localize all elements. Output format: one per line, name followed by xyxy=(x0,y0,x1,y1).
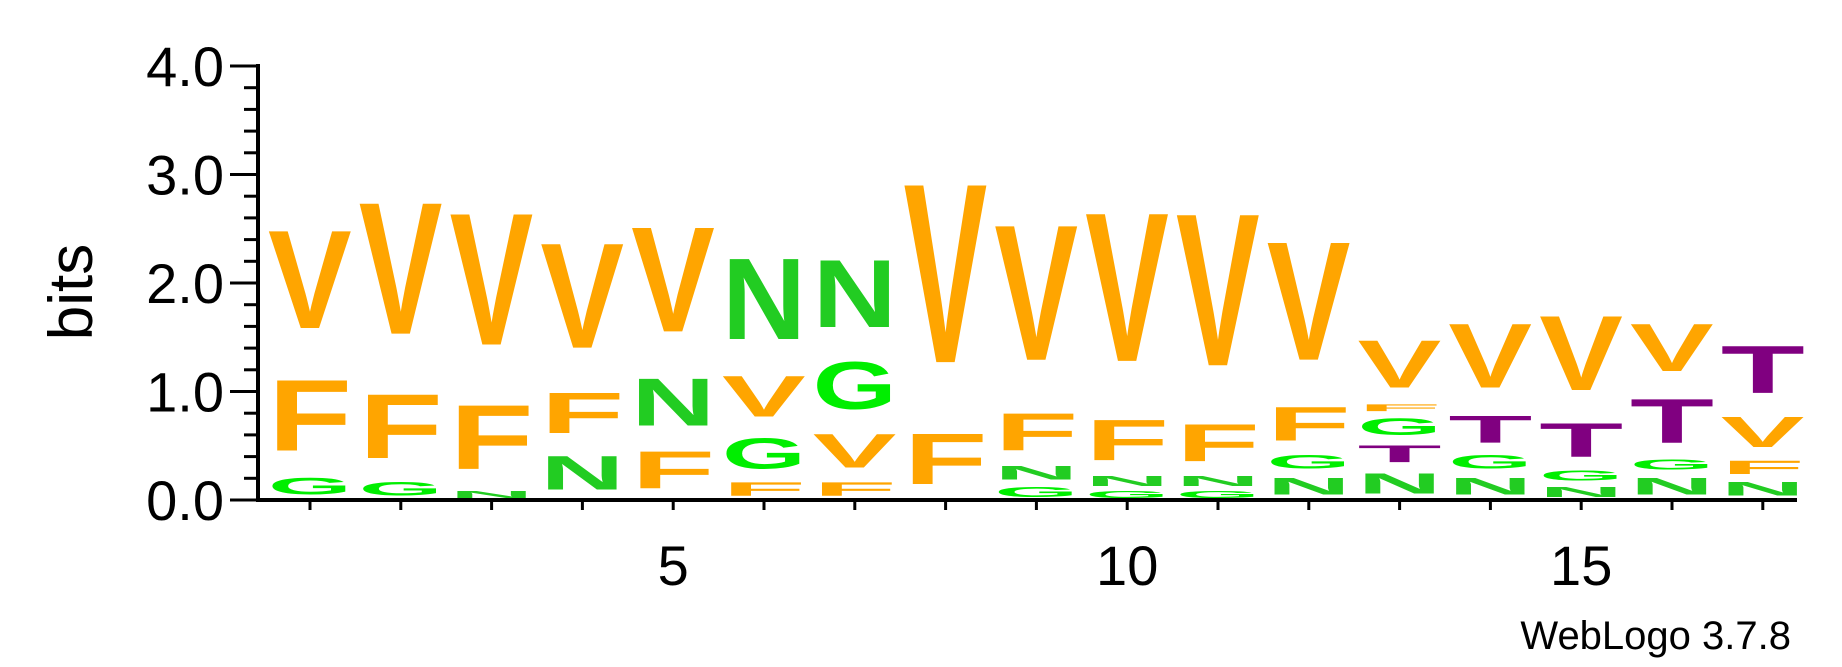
logo-letter-G-pos-9: G xyxy=(994,484,1078,500)
logo-letter-G-pos-12: G xyxy=(1267,451,1351,472)
logo-letter-N-pos-14: N xyxy=(1448,473,1532,500)
logo-letter-G-pos-16: G xyxy=(1630,457,1714,473)
logo-letter-V-pos-4: V xyxy=(540,213,624,380)
logo-letter-V-pos-11: V xyxy=(1176,168,1260,412)
logo-stacks: GFVGFVNFVNFVFNVFGVNFVGNFVGNFVGNFVGNFVNGF… xyxy=(268,130,1805,500)
logo-letter-F-pos-9: F xyxy=(994,403,1078,462)
logo-letter-T-pos-17: T xyxy=(1721,332,1805,408)
logo-letter-N-pos-13: N xyxy=(1358,467,1442,500)
logo-letter-N-pos-11: N xyxy=(1176,473,1260,489)
logo-letter-F-pos-17: F xyxy=(1721,456,1805,478)
y-tick-label: 3.0 xyxy=(146,144,224,207)
logo-letter-F-pos-11: F xyxy=(1176,414,1260,473)
logo-letter-V-pos-7: V xyxy=(813,424,897,478)
logo-letter-V-pos-10: V xyxy=(1085,170,1169,408)
logo-letter-N-pos-7: N xyxy=(813,239,897,348)
logo-letter-G-pos-6: G xyxy=(722,430,806,479)
logo-letter-F-pos-13: F xyxy=(1358,402,1442,413)
logo-letter-V-pos-9: V xyxy=(994,184,1078,401)
x-tick-label: 15 xyxy=(1550,534,1612,597)
x-tick-label: 10 xyxy=(1096,534,1158,597)
y-axis-label: bits xyxy=(37,244,106,340)
y-tick-label: 1.0 xyxy=(146,361,224,424)
logo-letter-G-pos-13: G xyxy=(1358,413,1442,440)
logo-letter-N-pos-6: N xyxy=(722,234,806,364)
logo-letter-V-pos-15: V xyxy=(1539,294,1623,413)
logo-letter-V-pos-1: V xyxy=(268,201,352,358)
logo-letter-N-pos-10: N xyxy=(1085,473,1169,489)
weblogo-version-label: WebLogo 3.7.8 xyxy=(1520,614,1791,658)
logo-letter-V-pos-3: V xyxy=(450,174,534,385)
logo-letter-N-pos-5: N xyxy=(631,365,715,441)
logo-letter-V-pos-5: V xyxy=(631,197,715,364)
logo-letter-G-pos-15: G xyxy=(1539,468,1623,484)
logo-letter-F-pos-10: F xyxy=(1085,408,1169,473)
logo-letter-N-pos-17: N xyxy=(1721,478,1805,500)
x-tick-label: 5 xyxy=(658,534,689,597)
logo-letter-G-pos-14: G xyxy=(1448,451,1532,472)
logo-letter-N-pos-12: N xyxy=(1267,473,1351,500)
logo-letter-F-pos-4: F xyxy=(540,381,624,446)
logo-letter-F-pos-8: F xyxy=(904,419,988,500)
logo-letter-N-pos-4: N xyxy=(540,445,624,499)
y-tick-label: 2.0 xyxy=(146,252,224,315)
axes: 0.0 1.0 2.0 3.0 4.0 5 10 15 xyxy=(146,35,1797,597)
logo-letter-V-pos-6: V xyxy=(722,364,806,429)
logo-letter-V-pos-2: V xyxy=(359,163,443,374)
logo-letter-F-pos-1: F xyxy=(268,359,352,473)
logo-letter-G-pos-1: G xyxy=(268,473,352,500)
logo-letter-T-pos-16: T xyxy=(1630,386,1714,457)
logo-letter-F-pos-6: F xyxy=(722,478,806,500)
logo-letter-G-pos-10: G xyxy=(1085,489,1169,500)
logo-letter-F-pos-5: F xyxy=(631,441,715,500)
logo-letter-N-pos-16: N xyxy=(1630,473,1714,500)
logo-letter-F-pos-2: F xyxy=(359,375,443,478)
logo-letter-T-pos-15: T xyxy=(1539,413,1623,467)
logo-letter-N-pos-15: N xyxy=(1539,484,1623,500)
logo-letter-G-pos-7: G xyxy=(813,348,897,424)
logo-letter-T-pos-13: T xyxy=(1358,440,1442,467)
logo-letter-G-pos-11: G xyxy=(1176,489,1260,500)
y-tick-label: 4.0 xyxy=(146,35,224,98)
y-tick-label: 0.0 xyxy=(146,469,224,532)
logo-letter-F-pos-3: F xyxy=(450,386,534,489)
logo-letter-V-pos-8: V xyxy=(904,130,988,417)
logo-letter-F-pos-12: F xyxy=(1267,397,1351,451)
logo-letter-V-pos-13: V xyxy=(1358,327,1442,402)
logo-letter-N-pos-3: N xyxy=(450,489,534,500)
logo-letter-F-pos-7: F xyxy=(813,478,897,500)
logo-letter-V-pos-14: V xyxy=(1448,305,1532,408)
logo-letter-V-pos-16: V xyxy=(1630,311,1714,386)
logo-letter-V-pos-12: V xyxy=(1267,206,1351,396)
logo-letter-V-pos-17: V xyxy=(1721,408,1805,457)
logo-letter-N-pos-9: N xyxy=(994,462,1078,484)
logo-letter-T-pos-14: T xyxy=(1448,408,1532,451)
logo-letter-G-pos-2: G xyxy=(359,479,443,500)
